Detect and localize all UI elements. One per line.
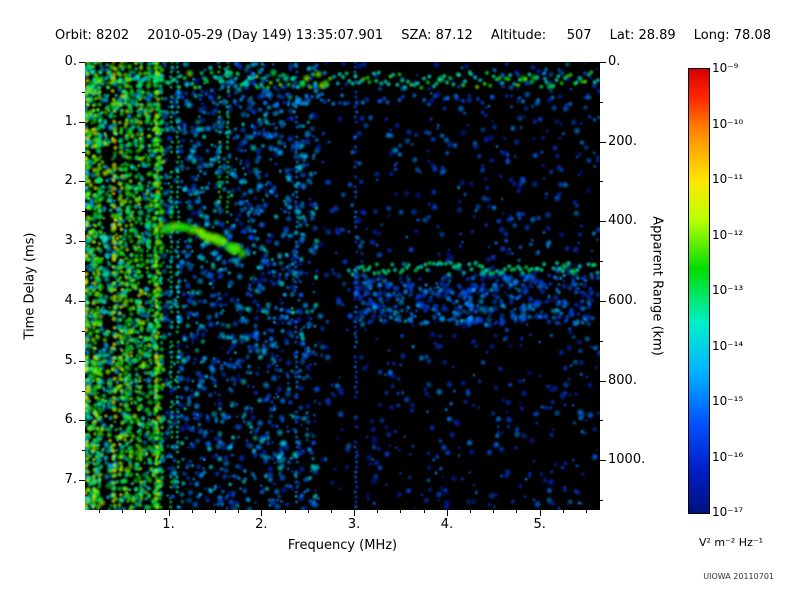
y-tick-label-right: 600. bbox=[608, 292, 637, 308]
y-axis-label-right: Apparent Range (km) bbox=[649, 216, 665, 356]
header-altitude: Altitude: 507 bbox=[490, 28, 592, 43]
y-tick-label-left: 6. bbox=[64, 412, 77, 428]
axis-tick-mark bbox=[423, 510, 425, 513]
axis-tick-mark bbox=[600, 300, 606, 302]
y-tick-label-left: 4. bbox=[64, 292, 77, 308]
axis-tick-mark bbox=[354, 510, 356, 516]
header-info-bar: Orbit: 8202 2010-05-29 (Day 149) 13:35:0… bbox=[55, 28, 771, 43]
axis-tick-mark bbox=[238, 510, 240, 513]
x-tick-label: 1. bbox=[162, 517, 175, 532]
axis-tick-mark bbox=[600, 62, 606, 63]
axis-tick-mark bbox=[600, 420, 603, 422]
axis-tick-mark bbox=[191, 510, 193, 513]
axis-tick-mark bbox=[600, 380, 606, 382]
axis-tick-mark bbox=[98, 510, 100, 513]
axis-tick-mark bbox=[214, 510, 216, 513]
axis-tick-mark bbox=[446, 510, 448, 516]
header-orbit: Orbit: 8202 bbox=[55, 28, 130, 43]
watermark: UIOWA 20110701 bbox=[703, 572, 774, 581]
y-tick-label-right: 0. bbox=[608, 54, 621, 69]
colorbar-tick-label: 10⁻¹³ bbox=[712, 283, 744, 297]
axis-tick-mark bbox=[168, 510, 170, 516]
y-tick-label-left: 1. bbox=[64, 113, 77, 129]
header-datetime: 2010-05-29 (Day 149) 13:35:07.901 bbox=[147, 28, 384, 43]
colorbar-tick-label: 10⁻¹⁰ bbox=[712, 116, 744, 131]
axis-tick-mark bbox=[600, 340, 603, 342]
x-tick-label: 3. bbox=[347, 517, 361, 532]
header-long: Long: 78.08 bbox=[693, 28, 771, 43]
x-axis-label: Frequency (MHz) bbox=[287, 538, 398, 553]
header-lat: Lat: 28.89 bbox=[609, 28, 676, 43]
y-tick-label-left: 5. bbox=[64, 352, 77, 368]
header-sza: SZA: 87.12 bbox=[401, 28, 473, 43]
axis-tick-mark bbox=[330, 510, 332, 513]
y-tick-label-right: 1000. bbox=[608, 452, 646, 468]
y-tick-label-left: 3. bbox=[64, 233, 77, 249]
axis-tick-mark bbox=[122, 510, 124, 513]
axis-tick-mark bbox=[600, 261, 603, 263]
axis-tick-mark bbox=[600, 101, 603, 103]
colorbar-tick-label: 10⁻¹⁶ bbox=[712, 449, 744, 464]
colorbar-tick-label: 10⁻¹⁴ bbox=[712, 338, 744, 353]
y-axis-label-left: Time Delay (ms) bbox=[22, 232, 38, 340]
axis-tick-mark bbox=[261, 510, 263, 516]
y-tick-label-left: 2. bbox=[64, 173, 77, 189]
axis-tick-mark bbox=[307, 510, 309, 513]
axis-tick-mark bbox=[284, 510, 286, 513]
spectrogram-canvas bbox=[85, 62, 600, 510]
axis-tick-mark bbox=[562, 510, 564, 513]
axis-tick-mark bbox=[493, 510, 495, 513]
axis-tick-mark bbox=[586, 510, 588, 513]
axis-tick-mark bbox=[600, 221, 606, 223]
axis-tick-mark bbox=[377, 510, 379, 513]
axis-tick-mark bbox=[516, 510, 518, 513]
axis-tick-mark bbox=[539, 510, 541, 516]
y-tick-label-right: 200. bbox=[608, 133, 637, 149]
colorbar-tick-label: 10⁻¹² bbox=[712, 227, 744, 242]
colorbar bbox=[688, 68, 710, 514]
y-tick-label-right: 800. bbox=[608, 372, 637, 388]
x-tick-label: 5. bbox=[533, 517, 546, 532]
colorbar-tick-label: 10⁻¹¹ bbox=[712, 172, 744, 186]
y-tick-label-left: 7. bbox=[64, 472, 77, 488]
colorbar-tick-label: 10⁻¹⁷ bbox=[712, 505, 744, 519]
axis-tick-mark bbox=[600, 500, 603, 502]
axis-tick-mark bbox=[600, 460, 606, 462]
axis-tick-mark bbox=[400, 510, 402, 513]
axis-tick-mark bbox=[600, 181, 603, 183]
colorbar-tick-label: 10⁻⁹ bbox=[712, 61, 739, 75]
colorbar-units-label: V² m⁻² Hz⁻¹ bbox=[698, 536, 764, 549]
axis-tick-mark bbox=[600, 141, 606, 143]
colorbar-tick-label: 10⁻¹⁵ bbox=[712, 394, 744, 408]
y-tick-label-right: 400. bbox=[608, 213, 637, 229]
spectrogram-plot-area bbox=[85, 62, 600, 510]
axis-tick-mark bbox=[470, 510, 472, 513]
x-tick-label: 2. bbox=[255, 517, 268, 532]
x-tick-label: 4. bbox=[440, 517, 454, 532]
y-tick-label-left: 0. bbox=[64, 54, 77, 69]
axis-tick-mark bbox=[145, 510, 147, 513]
